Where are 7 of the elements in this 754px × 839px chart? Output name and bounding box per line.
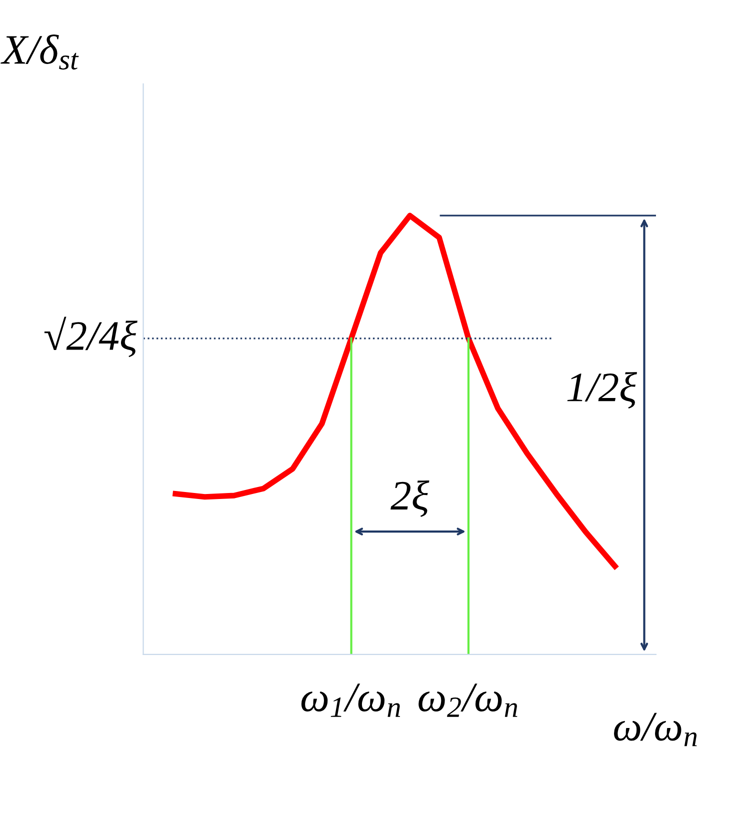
x-axis-title: ω/ω$_{n}$ (614, 712, 697, 746)
x-tick-label: ω$_{1}$/ω$_{n}$ (301, 684, 400, 717)
ref-line-label: √2/4ξ (44, 316, 138, 358)
y-axis-title: X/δ$_{st}$ (0, 34, 79, 70)
x-tick-label: ω$_{2}$/ω$_{n}$ (418, 684, 518, 717)
annotation: 2ξ (390, 480, 430, 517)
annotation: 1/2ξ (567, 372, 637, 408)
